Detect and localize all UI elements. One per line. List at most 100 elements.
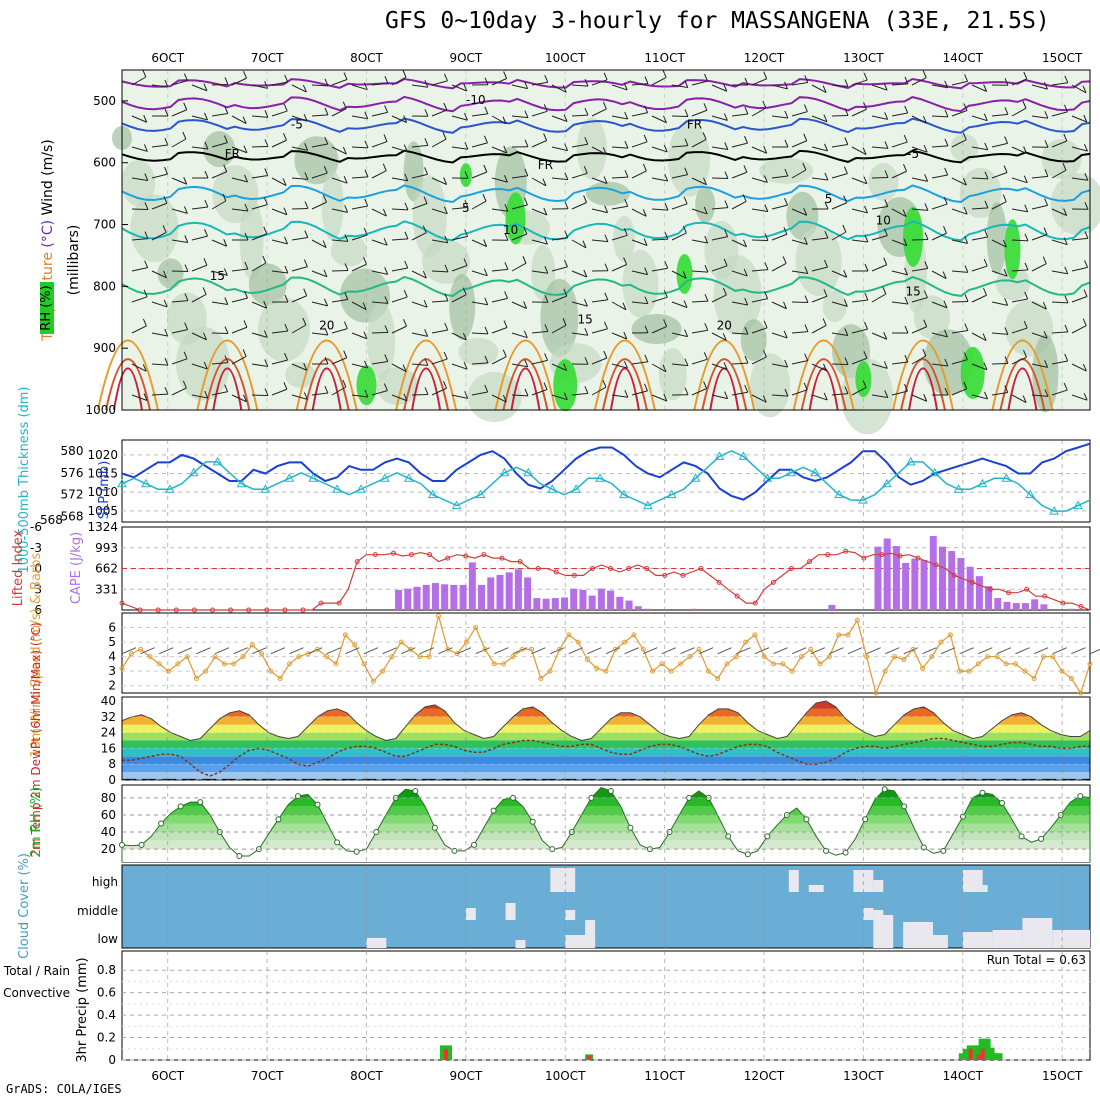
wind10-marker: [575, 639, 581, 645]
wind-barb: [411, 363, 428, 366]
rh-band: [122, 840, 1090, 850]
wind-barb-flag: [1004, 136, 1009, 144]
wind-barb: [571, 301, 588, 307]
wind-barb: [991, 332, 1008, 335]
wind-barb: [571, 270, 588, 278]
isotherm-label: FR: [225, 147, 240, 161]
rh-blob: [130, 194, 179, 263]
wind-barb-flag: [542, 178, 547, 186]
wind-barb: [431, 358, 448, 365]
wind-barb: [291, 295, 307, 303]
wind-barb-flag: [1043, 81, 1048, 90]
temp-frame: [121, 696, 1091, 781]
precip-tick: 0: [108, 1053, 116, 1067]
wind10-barb: [1071, 647, 1086, 655]
thickness-marker: [905, 456, 916, 466]
wind-barb-flag: [623, 257, 628, 265]
wind10-marker: [566, 632, 572, 638]
cloud-block: [873, 880, 884, 892]
wind-barb-flag: [563, 288, 568, 297]
wind-barb: [911, 115, 927, 124]
rh-blob: [367, 302, 396, 379]
wind-barb-flag: [904, 296, 909, 305]
rh-marker: [1077, 793, 1084, 800]
warm-lobe: [303, 358, 350, 411]
wind-barb: [351, 146, 369, 149]
wind-barb: [931, 270, 947, 279]
wind-barb: [331, 239, 348, 242]
wind-barb: [331, 386, 347, 396]
wind-barb-flag: [543, 207, 548, 216]
wind-barb: [851, 328, 868, 334]
wind-barb-flag: [983, 258, 988, 267]
wind-barb: [391, 325, 407, 334]
cape-bar: [395, 589, 403, 610]
wind-barb-flag: [543, 236, 548, 245]
warm-lobe: [196, 339, 259, 411]
isotherm-label: 5: [462, 201, 470, 215]
isotherm-10: [121, 220, 1091, 242]
thickness-tick: 572: [61, 488, 84, 502]
wind-barb: [551, 115, 568, 122]
wind-barb-flag: [824, 172, 829, 181]
wind-barb-flag: [523, 197, 528, 206]
wind10-marker: [603, 668, 609, 674]
thickness-tick: 580: [61, 444, 84, 458]
wind-barb-flag: [803, 237, 808, 245]
wind-barb-flag: [504, 262, 509, 270]
isotherm-label: -10: [466, 93, 486, 107]
wind-barb-flag: [804, 353, 809, 361]
lifted-index-marker: [372, 552, 378, 558]
isotherm-label: FR: [538, 158, 553, 172]
wind-barb: [231, 394, 247, 403]
wind10-marker: [240, 654, 246, 660]
wind-barb-flag: [1084, 260, 1089, 268]
wind-barb-flag: [283, 133, 287, 141]
wind-barb: [331, 208, 348, 213]
wind-barb: [491, 297, 508, 303]
wind10-marker: [622, 639, 628, 645]
wind-barb: [1011, 239, 1029, 242]
wind-barb: [931, 115, 949, 118]
wind10-marker: [864, 654, 870, 660]
rh-marker: [490, 807, 497, 814]
wind10-marker: [808, 646, 814, 652]
wind10-barb: [1089, 648, 1100, 655]
wind-barb: [931, 174, 948, 179]
wind-barb-flag: [922, 115, 927, 124]
wind-barb-flag: [1082, 363, 1087, 372]
wind-barb: [751, 78, 767, 86]
wind-barb-flag: [543, 133, 548, 141]
wind-barb: [331, 177, 348, 184]
wind-barb-flag: [424, 109, 429, 117]
wind10-marker: [398, 639, 404, 645]
wind-barb: [971, 146, 988, 151]
lifted-index-marker: [571, 572, 577, 578]
wind-barb-flag: [403, 144, 408, 152]
thickness-marker: [117, 478, 127, 488]
wind-barb: [891, 141, 908, 148]
lifted-index-ylabel: Lifted Index: [11, 529, 26, 606]
wind-barb-flag: [424, 329, 429, 337]
precip-conv-bar: [980, 1048, 985, 1060]
wind-barb-flag: [923, 290, 928, 298]
wind-barb-flag: [303, 259, 308, 267]
wind-barb: [371, 390, 388, 396]
wind-barb: [731, 332, 748, 335]
wind-barb-flag: [202, 287, 207, 295]
wind10-marker: [408, 646, 414, 652]
wind-barb-flag: [443, 177, 448, 185]
wind-barb: [1051, 389, 1068, 396]
wind-barb-flag: [524, 388, 529, 397]
rh-blob: [576, 117, 607, 180]
wind-barb: [131, 394, 148, 401]
wind-barb-flag: [404, 202, 409, 211]
wind10-marker: [370, 678, 376, 684]
wind-barb-flag: [824, 259, 828, 268]
wind-barb: [611, 332, 628, 340]
cape-bar: [514, 569, 522, 610]
wind-barb: [631, 301, 648, 305]
rh-blob: [1041, 139, 1082, 180]
top-time-label: 12OCT: [744, 51, 785, 65]
wind-barb-flag: [183, 351, 188, 359]
